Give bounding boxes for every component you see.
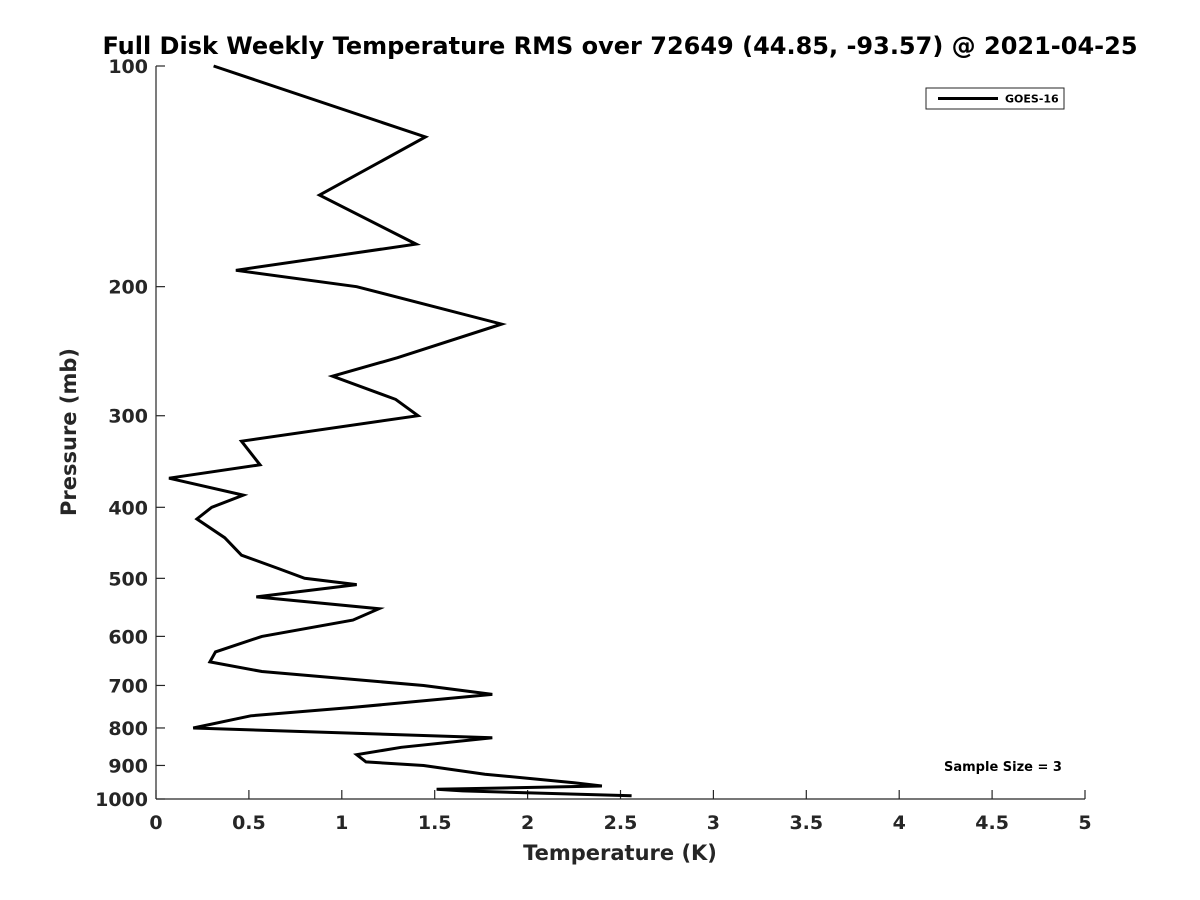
y-tick-label: 600	[108, 626, 148, 648]
x-axis-label: Temperature (K)	[523, 841, 717, 865]
y-tick-label: 1000	[95, 789, 148, 811]
x-ticks: 0 0.5 1 1.5 2 2.5 3 3.5 4 4.5 5	[149, 790, 1092, 834]
y-tick-label: 400	[108, 497, 148, 519]
x-tick-label: 4	[893, 812, 906, 834]
series-line-goes-16	[168, 64, 632, 798]
x-tick-label: 0.5	[232, 812, 266, 834]
x-tick-label: 4.5	[975, 812, 1009, 834]
plot-area: 0 0.5 1 1.5 2 2.5 3 3.5 4 4.5 5 100 200 300 400 500 600…	[95, 56, 1092, 834]
y-tick-label: 200	[108, 277, 148, 299]
x-tick-label: 3	[707, 812, 720, 834]
x-tick-label: 1.5	[418, 812, 452, 834]
y-tick-label: 700	[108, 675, 148, 697]
legend: GOES-16	[925, 87, 1065, 110]
chart-title: Full Disk Weekly Temperature RMS over 72…	[102, 32, 1137, 60]
y-ticks: 100 200 300 400 500 600 700 800 900 1000	[95, 56, 165, 811]
x-tick-label: 2.5	[604, 812, 638, 834]
x-tick-label: 5	[1078, 812, 1091, 834]
series-layer	[168, 64, 632, 798]
y-tick-label: 800	[108, 718, 148, 740]
y-tick-label: 500	[108, 568, 148, 590]
sample-size-annotation: Sample Size = 3	[944, 760, 1062, 775]
y-axis-label: Pressure (mb)	[57, 348, 81, 516]
x-tick-label: 2	[521, 812, 534, 834]
y-tick-label: 100	[108, 56, 148, 78]
y-tick-label: 900	[108, 755, 148, 777]
x-tick-label: 1	[335, 812, 348, 834]
x-tick-label: 0	[149, 812, 162, 834]
legend-label-goes-16: GOES-16	[1005, 93, 1059, 106]
y-tick-label: 300	[108, 406, 148, 428]
x-tick-label: 3.5	[789, 812, 823, 834]
